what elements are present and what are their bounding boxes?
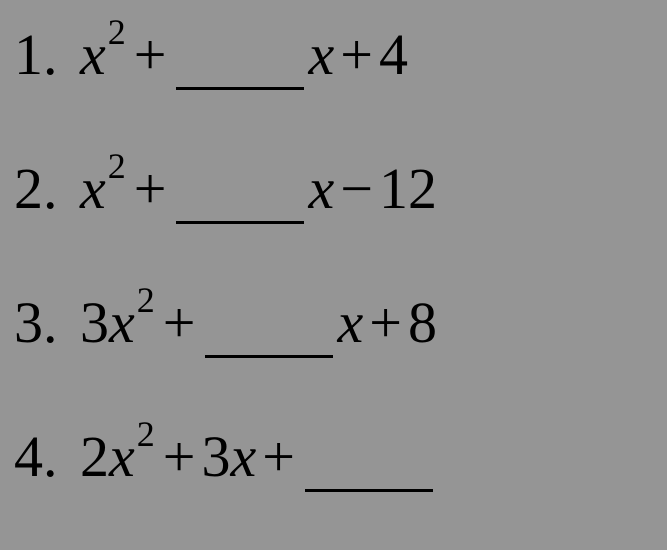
operator-plus: + [128, 26, 173, 84]
operator-plus: + [256, 428, 301, 486]
expression: x 2 + x + 4 [80, 26, 408, 84]
variable: x [80, 26, 106, 84]
variable: x [308, 26, 334, 84]
exponent: 2 [108, 148, 126, 184]
constant: 12 [379, 160, 437, 218]
problem-1: 1. x 2 + x + 4 [14, 10, 667, 84]
problem-3: 3. 3 x 2 + x + 8 [14, 278, 667, 352]
operator-plus: + [157, 294, 202, 352]
constant: 4 [379, 26, 408, 84]
problem-number: 3. [14, 294, 80, 352]
problem-4: 4. 2 x 2 + 3 x + [14, 412, 667, 486]
math-problems-list: 1. x 2 + x + 4 2. x 2 + x − 12 3. 3 x 2 [0, 0, 667, 486]
exponent: 2 [137, 416, 155, 452]
problem-number: 1. [14, 26, 80, 84]
expression: x 2 + x − 12 [80, 160, 437, 218]
variable: x [337, 294, 363, 352]
operator-plus: + [334, 26, 379, 84]
variable: x [109, 428, 135, 486]
operator-minus: − [334, 160, 379, 218]
expression: 2 x 2 + 3 x + [80, 428, 437, 486]
operator-plus: + [128, 160, 173, 218]
variable: x [80, 160, 106, 218]
variable: x [230, 428, 256, 486]
blank-fill[interactable] [305, 489, 433, 492]
operator-plus: + [363, 294, 408, 352]
blank-fill[interactable] [176, 221, 304, 224]
coefficient: 3 [201, 428, 230, 486]
coefficient: 3 [80, 294, 109, 352]
variable: x [308, 160, 334, 218]
blank-fill[interactable] [176, 87, 304, 90]
exponent: 2 [108, 14, 126, 50]
expression: 3 x 2 + x + 8 [80, 294, 437, 352]
blank-fill[interactable] [205, 355, 333, 358]
problem-number: 4. [14, 428, 80, 486]
variable: x [109, 294, 135, 352]
operator-plus: + [157, 428, 202, 486]
coefficient: 2 [80, 428, 109, 486]
problem-2: 2. x 2 + x − 12 [14, 144, 667, 218]
constant: 8 [408, 294, 437, 352]
exponent: 2 [137, 282, 155, 318]
problem-number: 2. [14, 160, 80, 218]
